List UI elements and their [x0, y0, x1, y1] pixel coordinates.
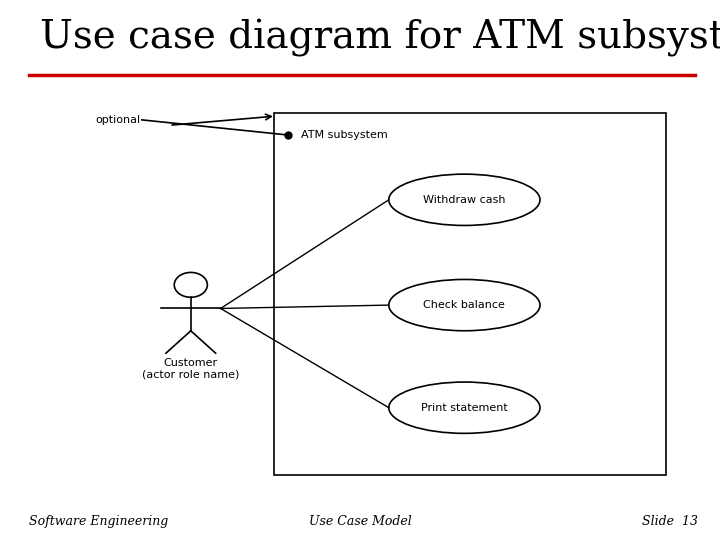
Text: Print statement: Print statement: [421, 403, 508, 413]
Ellipse shape: [389, 280, 540, 330]
Text: Software Engineering: Software Engineering: [29, 515, 168, 528]
Text: Use case diagram for ATM subsystem: Use case diagram for ATM subsystem: [40, 19, 720, 57]
Text: Slide  13: Slide 13: [642, 515, 698, 528]
Text: optional: optional: [95, 115, 140, 125]
Text: Withdraw cash: Withdraw cash: [423, 195, 505, 205]
Ellipse shape: [389, 174, 540, 226]
Ellipse shape: [389, 382, 540, 433]
Text: Customer
(actor role name): Customer (actor role name): [142, 358, 240, 380]
Bar: [274, 113, 666, 475]
Text: Use Case Model: Use Case Model: [309, 515, 411, 528]
Text: Check balance: Check balance: [423, 300, 505, 310]
Text: ATM subsystem: ATM subsystem: [301, 130, 387, 140]
